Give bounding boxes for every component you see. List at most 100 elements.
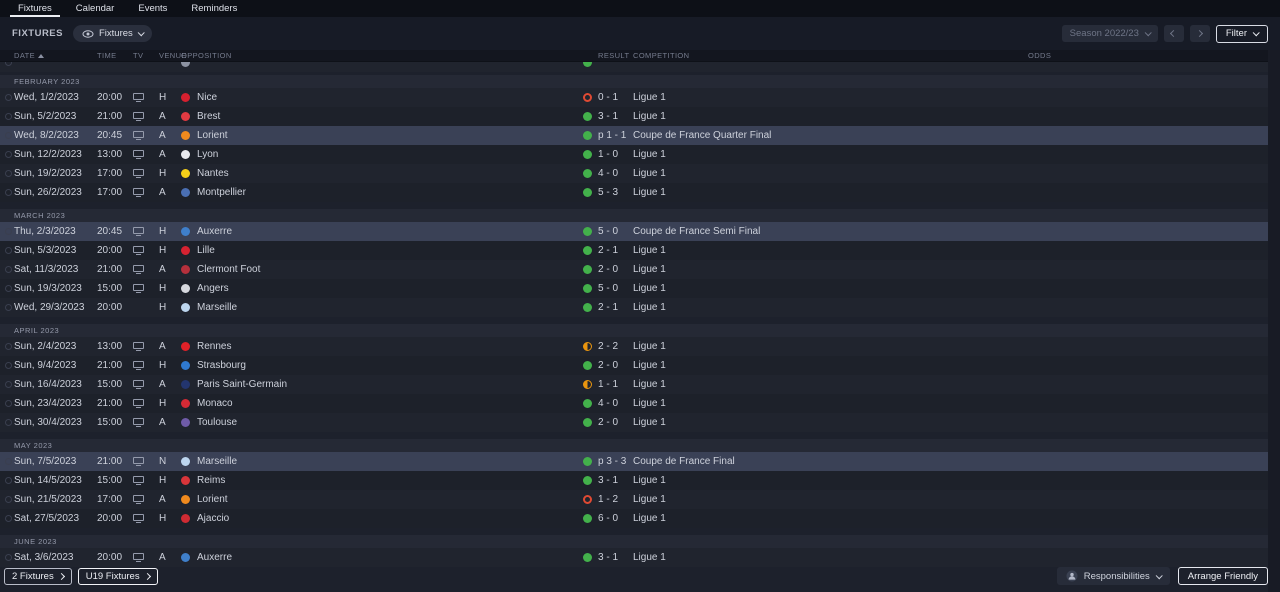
row-status-circle-icon (5, 113, 12, 120)
fixture-result: 1 - 1 (583, 379, 633, 390)
fixture-row[interactable]: Sun, 16/4/2023 15:00 A Paris Saint-Germain 1… (0, 375, 1268, 394)
col-date[interactable]: DATE (14, 51, 97, 60)
col-result[interactable]: RESULT (598, 51, 630, 60)
team-badge-icon (181, 380, 190, 389)
fixture-row[interactable]: Sun, 12/2/2023 13:00 A Lyon 1 - 0 Ligue 1 (0, 145, 1268, 164)
arrange-friendly-button[interactable]: Arrange Friendly (1177, 567, 1268, 585)
fixture-row[interactable]: Sun, 5/3/2023 20:00 H Lille 2 - 1 Ligue 1 (0, 241, 1268, 260)
fixture-venue: A (159, 494, 166, 505)
result-score: 1 - 0 (598, 149, 619, 160)
tv-icon (133, 265, 144, 274)
col-competition[interactable]: COMPETITION (633, 51, 690, 60)
fixture-date: Sun, 26/2/2023 (14, 187, 82, 198)
fixture-row[interactable]: Wed, 29/3/2023 20:00 H Marseille 2 - 1 Ligue … (0, 298, 1268, 317)
prev-season-button[interactable] (1163, 25, 1184, 42)
chevron-down-icon (1155, 571, 1163, 579)
col-time[interactable]: TIME (97, 51, 117, 60)
row-marker (0, 554, 14, 561)
result-score: 2 - 0 (598, 264, 619, 275)
fixture-row[interactable]: Sun, 5/2/2023 21:00 A Brest 3 - 1 Ligue 1 (0, 107, 1268, 126)
fixture-competition: Ligue 1 (633, 168, 666, 179)
fixture-row[interactable]: Sun, 21/5/2023 17:00 A Lorient 1 - 2 Ligue 1 (0, 490, 1268, 509)
fixture-row[interactable]: Wed, 8/2/2023 20:45 A Lorient p 1 - 1 Coupe d… (0, 126, 1268, 145)
row-status-circle-icon (5, 477, 12, 484)
fixture-venue: A (159, 341, 166, 352)
fixture-row[interactable]: Sun, 26/2/2023 17:00 A Montpellier 5 - 3 Ligu… (0, 183, 1268, 202)
fixture-date: Sat, 11/3/2023 (14, 264, 79, 275)
col-odds[interactable]: ODDS (1028, 51, 1052, 60)
fixture-row[interactable]: Sat, 11/3/2023 21:00 A Clermont Foot 2 - 0 Li… (0, 260, 1268, 279)
fixture-opposition: Montpellier (181, 187, 583, 198)
fixture-time: 17:00 (97, 168, 123, 179)
row-marker (0, 381, 14, 388)
row-status-circle-icon (5, 151, 12, 158)
tab-calendar[interactable]: Calendar (75, 3, 115, 14)
fixture-venue: N (159, 456, 167, 467)
col-tv[interactable]: TV (133, 51, 144, 60)
result-win-icon (583, 150, 592, 159)
fixture-opposition: Lyon (181, 149, 583, 160)
result-score: p 3 - 3 (598, 456, 627, 467)
col-venue[interactable]: VENUE (159, 51, 187, 60)
fixture-tv (133, 361, 153, 370)
fixture-row[interactable] (0, 62, 1268, 72)
result-draw-icon (583, 342, 592, 351)
fixtures-shortcut-button[interactable]: 2 Fixtures (4, 567, 72, 585)
fixture-time: 20:00 (97, 92, 123, 103)
fixture-row[interactable]: Sun, 9/4/2023 21:00 H Strasbourg 2 - 0 Ligue … (0, 356, 1268, 375)
fixture-row[interactable]: Sun, 2/4/2023 13:00 A Rennes 2 - 2 Ligue 1 (0, 337, 1268, 356)
fixture-tv (133, 265, 153, 274)
team-name: Brest (197, 111, 221, 122)
fixture-row[interactable]: Sun, 30/4/2023 15:00 A Toulouse 2 - 0 Ligue 1 (0, 413, 1268, 432)
col-opposition[interactable]: OPPOSITION (181, 51, 232, 60)
fixture-tv (133, 188, 153, 197)
fixture-row[interactable]: Sat, 3/6/2023 20:00 A Auxerre 3 - 1 Ligue 1 (0, 548, 1268, 567)
tab-fixtures[interactable]: Fixtures (6, 0, 64, 17)
scrollbar[interactable] (1268, 50, 1280, 592)
tab-events[interactable]: Events (138, 3, 168, 14)
result-win-icon (583, 284, 592, 293)
team-badge-icon (181, 246, 190, 255)
fixture-row[interactable]: Sat, 27/5/2023 20:00 H Ajaccio 6 - 0 Ligue 1 (0, 509, 1268, 528)
fixture-result: 3 - 1 (583, 552, 633, 563)
fixture-row[interactable]: Sun, 19/3/2023 15:00 H Angers 5 - 0 Ligue 1 (0, 279, 1268, 298)
result-score: 2 - 0 (598, 417, 619, 428)
fixture-row[interactable]: Sun, 19/2/2023 17:00 H Nantes 4 - 0 Ligue 1 (0, 164, 1268, 183)
fixture-venue: H (159, 226, 167, 237)
row-marker (0, 228, 14, 235)
next-season-button[interactable] (1189, 25, 1210, 42)
fixture-opposition (181, 62, 583, 67)
fixture-venue: H (159, 360, 167, 371)
row-status-circle-icon (5, 170, 12, 177)
row-marker (0, 266, 14, 273)
fixture-time: 13:00 (97, 341, 123, 352)
row-status-circle-icon (5, 189, 12, 196)
row-marker (0, 62, 14, 66)
season-dropdown[interactable]: Season 2022/23 (1061, 25, 1158, 42)
fixture-row[interactable]: Sun, 7/5/2023 21:00 N Marseille p 3 - 3 Coupe… (0, 452, 1268, 471)
result-loss-icon (583, 495, 592, 504)
result-score: 3 - 1 (598, 475, 619, 486)
filter-button[interactable]: Filter (1215, 24, 1268, 43)
fixture-competition: Ligue 1 (633, 552, 666, 563)
result-draw-icon (583, 380, 592, 389)
fixture-row[interactable]: Thu, 2/3/2023 20:45 H Auxerre 5 - 0 Coupe de … (0, 222, 1268, 241)
team-badge-icon (181, 150, 190, 159)
fixture-date: Sun, 16/4/2023 (14, 379, 82, 390)
team-name: Auxerre (197, 552, 233, 563)
row-status-circle-icon (5, 400, 12, 407)
responsibilities-dropdown[interactable]: Responsibilities (1056, 567, 1170, 585)
fixture-row[interactable]: Sun, 23/4/2023 21:00 H Monaco 4 - 0 Ligue 1 (0, 394, 1268, 413)
result-win-icon (583, 553, 592, 562)
tab-reminders[interactable]: Reminders (191, 3, 238, 14)
fixture-row[interactable]: Sun, 14/5/2023 15:00 H Reims 3 - 1 Ligue 1 (0, 471, 1268, 490)
team-name: Monaco (197, 398, 233, 409)
fixture-venue: H (159, 513, 167, 524)
fixture-result: 0 - 1 (583, 92, 633, 103)
view-dropdown[interactable]: Fixtures (72, 25, 152, 42)
view-dropdown-label: Fixtures (98, 28, 133, 39)
fixture-row[interactable]: Wed, 1/2/2023 20:00 H Nice 0 - 1 Ligue 1 (0, 88, 1268, 107)
fixture-venue: A (159, 130, 166, 141)
u19-fixtures-button[interactable]: U19 Fixtures (77, 567, 158, 585)
